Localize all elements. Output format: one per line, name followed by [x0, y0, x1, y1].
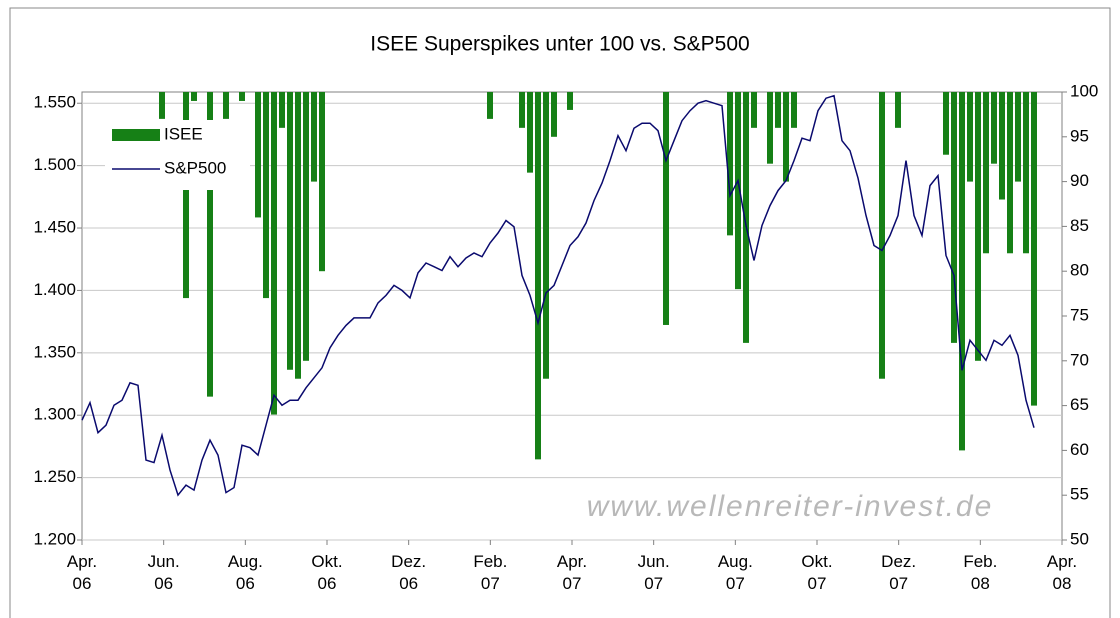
y2-tick-label: 60	[1070, 440, 1089, 459]
isee-bar	[999, 92, 1005, 200]
isee-bar	[735, 92, 741, 290]
isee-bar	[791, 92, 797, 128]
isee-bar	[519, 92, 525, 128]
isee-bar	[951, 92, 957, 343]
y-tick-label: 1.300	[33, 405, 76, 424]
x-tick-label: Aug. 07	[718, 552, 753, 593]
isee-bar	[727, 92, 733, 236]
legend-swatch	[112, 129, 160, 141]
isee-bar	[191, 92, 197, 101]
y2-tick-label: 70	[1070, 350, 1089, 369]
isee-bar	[991, 92, 997, 164]
isee-bar	[775, 92, 781, 128]
isee-bar	[967, 92, 973, 182]
isee-bar	[311, 92, 317, 182]
isee-bar	[751, 92, 757, 128]
isee-bar	[263, 92, 269, 299]
isee-bar	[287, 92, 293, 370]
y2-tick-label: 75	[1070, 305, 1089, 324]
isee-bar	[207, 92, 213, 397]
y-tick-label: 1.250	[33, 467, 76, 486]
isee-bar	[1007, 92, 1013, 254]
x-tick-label: Apr. 06	[67, 552, 97, 593]
isee-bar	[527, 92, 533, 173]
isee-bar	[223, 92, 229, 119]
isee-bar	[1031, 92, 1037, 406]
x-tick-label: Aug. 06	[228, 552, 263, 593]
x-tick-label: Feb. 07	[473, 552, 507, 593]
x-tick-label: Okt. 07	[801, 552, 832, 593]
x-tick-label: Apr. 07	[557, 552, 587, 593]
isee-bar	[303, 92, 309, 361]
isee-bar	[959, 92, 965, 451]
x-tick-label: Okt. 06	[311, 552, 342, 593]
y-tick-label: 1.350	[33, 342, 76, 361]
isee-bar	[943, 92, 949, 155]
y2-tick-label: 90	[1070, 171, 1089, 190]
isee-bar	[295, 92, 301, 379]
y2-tick-label: 50	[1070, 529, 1089, 548]
y2-tick-label: 65	[1070, 395, 1089, 414]
y2-tick-label: 85	[1070, 216, 1089, 235]
sp500-line	[81, 94, 1035, 497]
isee-bar	[1015, 92, 1021, 182]
chart-title: ISEE Superspikes unter 100 vs. S&P500	[370, 33, 749, 56]
isee-bar	[183, 92, 189, 299]
x-tick-label: Jun. 07	[638, 552, 670, 593]
y-tick-label: 1.450	[33, 218, 76, 237]
isee-bar	[543, 92, 549, 379]
isee-bar	[567, 92, 573, 110]
isee-bar	[487, 92, 493, 119]
isee-bar	[255, 92, 261, 218]
y-tick-label: 1.400	[33, 280, 76, 299]
y-tick-label: 1.500	[33, 155, 76, 174]
isee-bar	[319, 92, 325, 272]
y2-tick-label: 100	[1070, 81, 1098, 100]
isee-bar	[663, 92, 669, 325]
y-tick-label: 1.550	[33, 93, 76, 112]
isee-bar	[983, 92, 989, 254]
isee-bar	[271, 92, 277, 415]
isee-bar	[279, 92, 285, 128]
x-tick-label: Dez. 07	[881, 552, 916, 593]
y-tick-label: 1.200	[33, 529, 76, 548]
isee-bar	[895, 92, 901, 128]
legend-label: S&P500	[164, 158, 226, 177]
isee-bar	[767, 92, 773, 164]
isee-bar	[535, 92, 541, 460]
isee-bar	[551, 92, 557, 137]
x-tick-label: Jun. 06	[148, 552, 180, 593]
x-tick-label: Apr. 08	[1047, 552, 1077, 593]
isee-bar	[879, 92, 885, 379]
isee-bar	[743, 92, 749, 343]
y2-tick-label: 80	[1070, 261, 1089, 280]
watermark: www.wellenreiter-invest.de	[587, 490, 994, 523]
isee-bar	[239, 92, 245, 101]
x-tick-label: Feb. 08	[963, 552, 997, 593]
isee-bar	[783, 92, 789, 182]
y2-tick-label: 55	[1070, 485, 1089, 504]
isee-bar	[1023, 92, 1029, 254]
y2-tick-label: 95	[1070, 126, 1089, 145]
isee-bar	[975, 92, 981, 361]
isee-bar	[159, 92, 165, 119]
legend-label: ISEE	[164, 124, 203, 143]
x-tick-label: Dez. 06	[391, 552, 426, 593]
